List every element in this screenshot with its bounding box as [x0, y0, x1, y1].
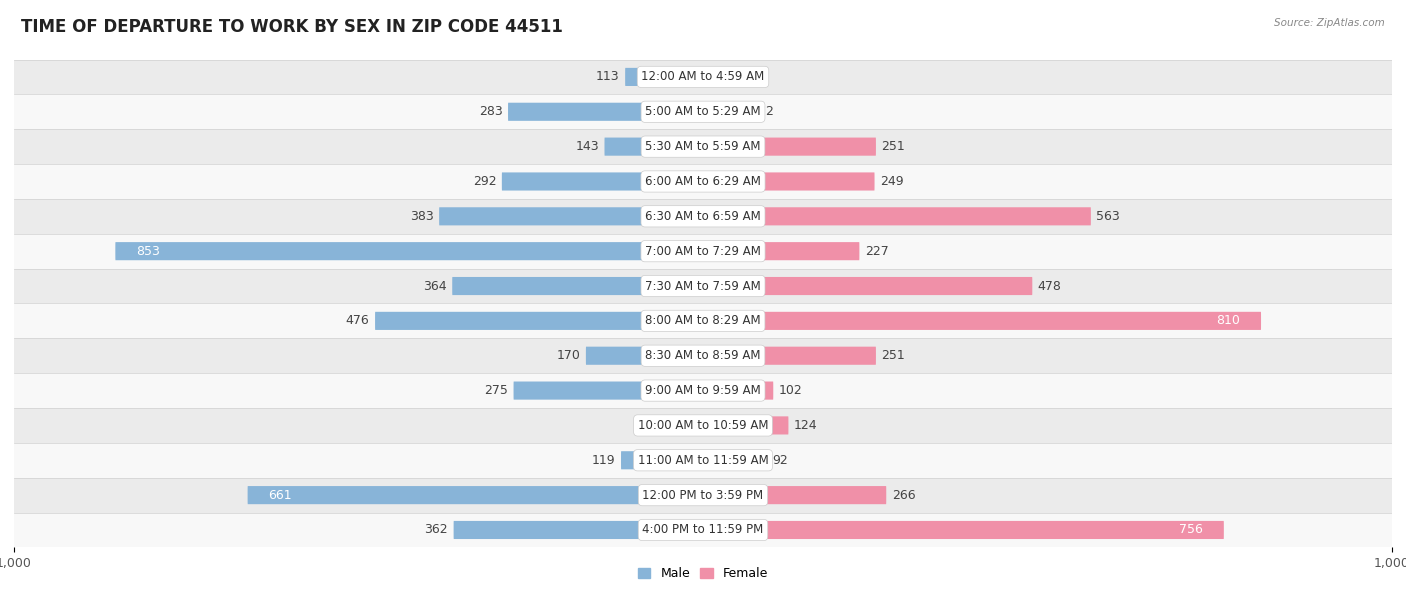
Text: 364: 364 — [423, 280, 447, 293]
Text: 8:30 AM to 8:59 AM: 8:30 AM to 8:59 AM — [645, 349, 761, 362]
Text: 227: 227 — [865, 245, 889, 258]
Text: 92: 92 — [772, 454, 787, 466]
Text: 119: 119 — [592, 454, 616, 466]
Text: 7:00 AM to 7:29 AM: 7:00 AM to 7:29 AM — [645, 245, 761, 258]
Text: 5:30 AM to 5:59 AM: 5:30 AM to 5:59 AM — [645, 140, 761, 153]
Text: 6:00 AM to 6:29 AM: 6:00 AM to 6:29 AM — [645, 175, 761, 188]
Bar — [14, 268, 1392, 303]
Text: 251: 251 — [882, 349, 905, 362]
Text: 10:00 AM to 10:59 AM: 10:00 AM to 10:59 AM — [638, 419, 768, 432]
Bar — [14, 408, 1392, 443]
Text: 12:00 PM to 3:59 PM: 12:00 PM to 3:59 PM — [643, 488, 763, 502]
Text: 476: 476 — [346, 314, 370, 327]
Text: 38: 38 — [655, 419, 671, 432]
FancyBboxPatch shape — [703, 521, 1223, 539]
FancyBboxPatch shape — [621, 451, 703, 469]
FancyBboxPatch shape — [375, 312, 703, 330]
FancyBboxPatch shape — [703, 207, 1091, 226]
Text: 62: 62 — [751, 70, 768, 83]
Text: 12:00 AM to 4:59 AM: 12:00 AM to 4:59 AM — [641, 70, 765, 83]
Text: 275: 275 — [484, 384, 508, 397]
Text: 292: 292 — [472, 175, 496, 188]
Bar — [14, 234, 1392, 268]
Text: 8:00 AM to 8:29 AM: 8:00 AM to 8:29 AM — [645, 314, 761, 327]
Text: 266: 266 — [891, 488, 915, 502]
Text: 124: 124 — [794, 419, 817, 432]
Text: 143: 143 — [575, 140, 599, 153]
Bar — [14, 443, 1392, 478]
FancyBboxPatch shape — [703, 277, 1032, 295]
Text: 810: 810 — [1216, 314, 1240, 327]
FancyBboxPatch shape — [626, 68, 703, 86]
FancyBboxPatch shape — [439, 207, 703, 226]
Bar — [14, 164, 1392, 199]
Bar — [14, 199, 1392, 234]
Text: 9:00 AM to 9:59 AM: 9:00 AM to 9:59 AM — [645, 384, 761, 397]
Text: 72: 72 — [758, 105, 773, 118]
FancyBboxPatch shape — [586, 347, 703, 365]
FancyBboxPatch shape — [703, 173, 875, 190]
FancyBboxPatch shape — [513, 381, 703, 400]
Text: 249: 249 — [880, 175, 904, 188]
FancyBboxPatch shape — [703, 68, 745, 86]
Text: 5:00 AM to 5:29 AM: 5:00 AM to 5:29 AM — [645, 105, 761, 118]
Text: 853: 853 — [136, 245, 160, 258]
Text: 756: 756 — [1180, 524, 1204, 537]
Bar — [14, 303, 1392, 339]
Text: 661: 661 — [269, 488, 292, 502]
FancyBboxPatch shape — [703, 381, 773, 400]
FancyBboxPatch shape — [703, 416, 789, 434]
FancyBboxPatch shape — [247, 486, 703, 504]
FancyBboxPatch shape — [703, 242, 859, 260]
Text: TIME OF DEPARTURE TO WORK BY SEX IN ZIP CODE 44511: TIME OF DEPARTURE TO WORK BY SEX IN ZIP … — [21, 18, 562, 36]
Text: 362: 362 — [425, 524, 449, 537]
Bar — [14, 129, 1392, 164]
Bar — [14, 60, 1392, 95]
FancyBboxPatch shape — [703, 347, 876, 365]
Bar — [14, 512, 1392, 547]
Bar — [14, 339, 1392, 373]
FancyBboxPatch shape — [703, 486, 886, 504]
Text: 4:00 PM to 11:59 PM: 4:00 PM to 11:59 PM — [643, 524, 763, 537]
Bar — [14, 373, 1392, 408]
Text: 7:30 AM to 7:59 AM: 7:30 AM to 7:59 AM — [645, 280, 761, 293]
FancyBboxPatch shape — [703, 137, 876, 156]
Text: 113: 113 — [596, 70, 620, 83]
Bar — [14, 95, 1392, 129]
FancyBboxPatch shape — [703, 312, 1261, 330]
Text: 102: 102 — [779, 384, 803, 397]
Bar — [14, 478, 1392, 512]
FancyBboxPatch shape — [115, 242, 703, 260]
Text: 11:00 AM to 11:59 AM: 11:00 AM to 11:59 AM — [638, 454, 768, 466]
FancyBboxPatch shape — [508, 103, 703, 121]
Text: 383: 383 — [411, 210, 433, 223]
FancyBboxPatch shape — [676, 416, 703, 434]
Text: 563: 563 — [1097, 210, 1121, 223]
Text: 283: 283 — [479, 105, 502, 118]
Legend: Male, Female: Male, Female — [633, 562, 773, 585]
FancyBboxPatch shape — [502, 173, 703, 190]
FancyBboxPatch shape — [453, 277, 703, 295]
Text: 478: 478 — [1038, 280, 1062, 293]
FancyBboxPatch shape — [703, 451, 766, 469]
Text: 6:30 AM to 6:59 AM: 6:30 AM to 6:59 AM — [645, 210, 761, 223]
Text: Source: ZipAtlas.com: Source: ZipAtlas.com — [1274, 18, 1385, 28]
FancyBboxPatch shape — [454, 521, 703, 539]
FancyBboxPatch shape — [703, 103, 752, 121]
Text: 170: 170 — [557, 349, 581, 362]
FancyBboxPatch shape — [605, 137, 703, 156]
Text: 251: 251 — [882, 140, 905, 153]
